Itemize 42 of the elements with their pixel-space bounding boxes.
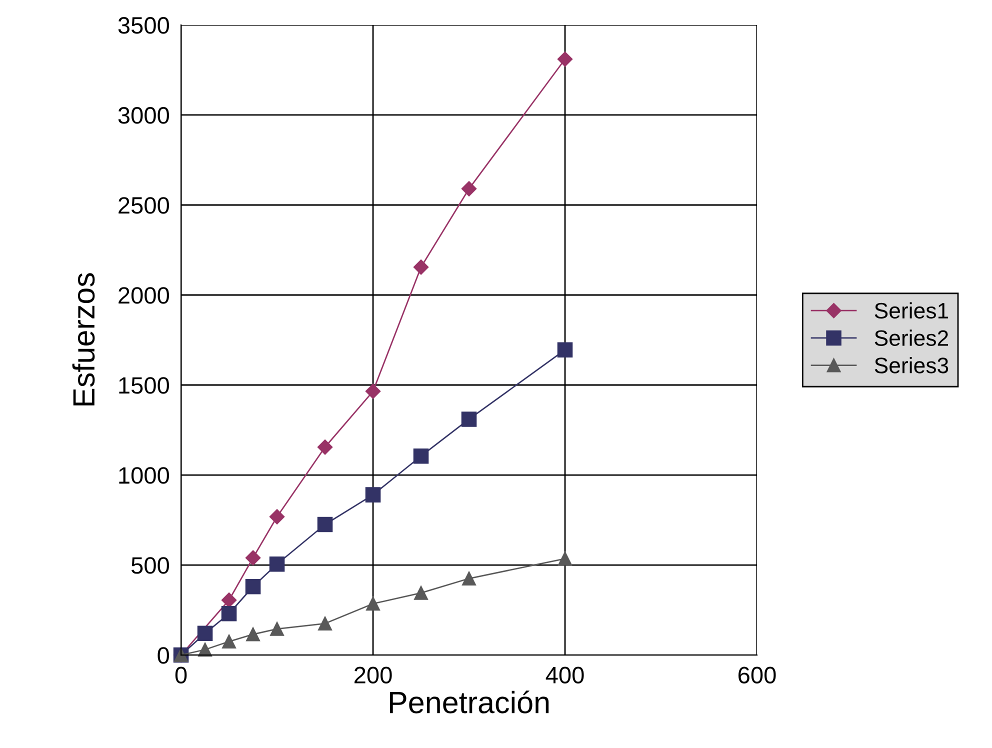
x-tick-label: 600 bbox=[738, 666, 776, 684]
legend-label: Series2 bbox=[874, 330, 948, 346]
y-tick-label: 0 bbox=[158, 647, 170, 664]
point bbox=[221, 606, 237, 622]
x-tick-label: 200 bbox=[354, 666, 392, 684]
x-tick-label: 400 bbox=[546, 666, 584, 684]
point bbox=[222, 634, 236, 648]
point bbox=[197, 626, 213, 642]
y-tick-label: 2500 bbox=[118, 197, 170, 214]
point bbox=[462, 572, 476, 586]
point bbox=[461, 412, 477, 427]
y-axis-title: Esfuerzos bbox=[72, 273, 95, 406]
point bbox=[413, 260, 429, 275]
point bbox=[414, 586, 428, 600]
point bbox=[269, 556, 285, 572]
x-tick-label: 0 bbox=[175, 666, 187, 684]
point bbox=[317, 516, 333, 532]
point bbox=[221, 592, 237, 608]
y-tick-label: 3000 bbox=[118, 107, 170, 124]
y-tick-label: 1000 bbox=[119, 467, 170, 484]
point bbox=[366, 596, 380, 611]
point bbox=[413, 448, 429, 464]
point bbox=[269, 509, 285, 524]
point bbox=[557, 52, 573, 67]
legend-label: Series3 bbox=[874, 357, 948, 374]
x-axis-title: Penetración bbox=[390, 690, 549, 714]
y-tick-label: 2000 bbox=[118, 287, 170, 304]
y-tick-label: 3500 bbox=[118, 17, 170, 34]
point bbox=[245, 550, 261, 566]
point bbox=[270, 622, 284, 636]
point bbox=[365, 487, 381, 502]
point bbox=[365, 384, 381, 399]
point bbox=[318, 616, 332, 630]
point bbox=[245, 578, 261, 594]
y-tick-label: 500 bbox=[131, 557, 170, 574]
y-tick-label: 1500 bbox=[119, 377, 170, 394]
point bbox=[461, 181, 477, 196]
point bbox=[557, 342, 573, 358]
legend-label: Series1 bbox=[874, 302, 948, 319]
point bbox=[558, 552, 572, 566]
point bbox=[246, 627, 260, 642]
point bbox=[317, 440, 333, 455]
